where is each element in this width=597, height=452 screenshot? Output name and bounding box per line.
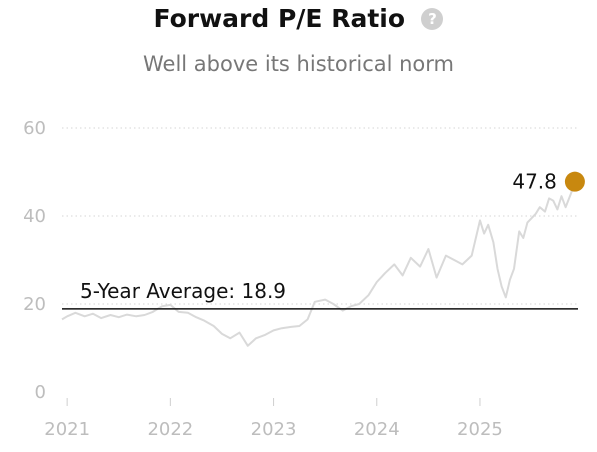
y-tick-label: 0 (35, 382, 46, 403)
y-tick-label: 20 (23, 294, 46, 315)
x-tick-label: 2021 (44, 419, 90, 440)
x-tick-label: 2024 (354, 419, 400, 440)
x-axis-ticks: 2021 2022 2023 2024 2025 (44, 398, 503, 440)
latest-value-dot (564, 171, 585, 192)
grid-lines (62, 127, 578, 305)
x-tick-label: 2022 (147, 419, 193, 440)
chart-subtitle: Well above its historical norm (143, 52, 454, 76)
y-axis-ticks: 0 20 40 60 (23, 118, 46, 403)
chart-title: Forward P/E Ratio (153, 4, 406, 33)
title-row: Forward P/E Ratio ? (0, 4, 597, 33)
y-tick-label: 60 (23, 118, 46, 139)
question-circle-icon[interactable]: ? (421, 7, 444, 30)
reference-line-group: 5-Year Average: 18.9 (62, 279, 578, 310)
series-group (61, 181, 576, 347)
chart-header: Forward P/E Ratio ? Well above its histo… (0, 0, 597, 95)
x-tick-label: 2025 (457, 419, 503, 440)
average-reference-label: 5-Year Average: 18.9 (80, 279, 286, 303)
x-tick-label: 2023 (251, 419, 297, 440)
latest-value-label: 47.8 (512, 170, 557, 194)
y-tick-label: 40 (23, 206, 46, 227)
series-line (61, 181, 576, 347)
end-point-group: 47.8 (512, 170, 585, 194)
